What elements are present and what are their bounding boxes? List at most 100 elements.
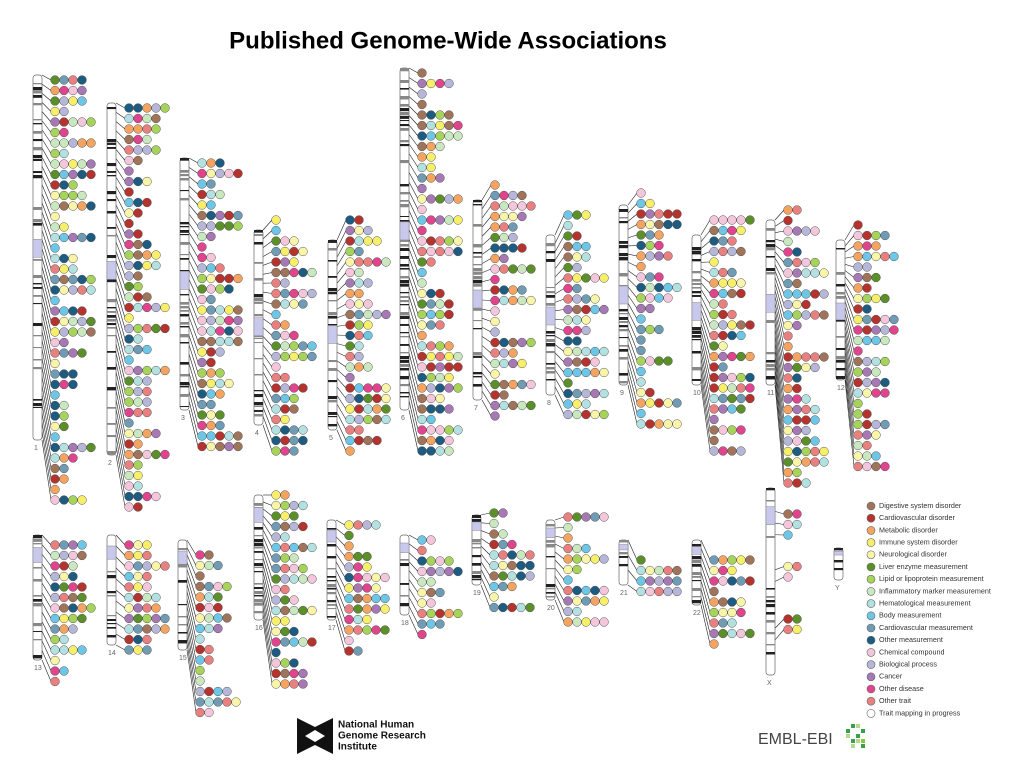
association-dot [60, 412, 69, 421]
ebi-logo-text: EMBL-EBI [758, 731, 833, 748]
association-dot [272, 352, 281, 361]
connector-line [336, 520, 345, 525]
legend-label: Lipid or lipoprotein measurement [879, 574, 984, 583]
association-dot [272, 226, 281, 235]
association-dot [372, 626, 381, 635]
association-dot [784, 321, 793, 330]
association-dot [69, 170, 78, 179]
association-dot [51, 212, 60, 221]
association-dot [655, 357, 664, 366]
association-dot [573, 555, 582, 564]
chromosome-band [400, 124, 409, 126]
chromosome-band [766, 652, 775, 654]
connector-line [42, 564, 51, 577]
association-dot [582, 305, 591, 314]
association-dot [78, 646, 87, 655]
connector-line [116, 316, 125, 349]
association-dot [225, 306, 234, 315]
connector-line [701, 589, 710, 623]
association-dot [573, 607, 582, 616]
association-dot [214, 593, 223, 602]
chromosome-band [180, 174, 189, 176]
chromosome-band [619, 552, 628, 554]
association-dot [373, 436, 382, 445]
chromosome-band [254, 406, 263, 407]
association-dot [427, 599, 436, 608]
association-dot [509, 265, 518, 274]
association-dot [125, 471, 134, 480]
connector-line [337, 325, 346, 326]
chromosome-band [400, 316, 409, 319]
association-dot [854, 399, 863, 408]
association-dot [373, 415, 382, 424]
association-dot [69, 593, 78, 602]
chromosome-band [546, 588, 555, 589]
chromosome-band [327, 604, 336, 606]
connector-line [482, 300, 491, 301]
association-dot [719, 237, 728, 246]
association-dot [161, 625, 170, 634]
chromosome-label: 19 [473, 590, 481, 597]
chromosome-band [107, 319, 116, 322]
association-dot [802, 227, 811, 236]
chromosome-band [692, 291, 701, 293]
connector-line [116, 535, 125, 545]
association-dot [51, 149, 60, 158]
chromosome-band [180, 326, 189, 327]
association-dot [60, 317, 69, 326]
association-dot [719, 556, 728, 565]
association-dot [445, 384, 454, 393]
legend-label: Biological process [879, 660, 937, 669]
connector-line [337, 335, 346, 336]
association-dot [290, 394, 299, 403]
association-dot [728, 331, 737, 340]
chromosome-band [473, 384, 482, 387]
chromosome-band [400, 296, 409, 298]
association-dot [69, 370, 78, 379]
ebi-logo-square [846, 734, 850, 738]
connector-line [42, 631, 51, 650]
connector-line [775, 258, 784, 273]
association-dot [216, 274, 225, 283]
association-dot [591, 274, 600, 283]
association-dot [582, 597, 591, 606]
association-dot [125, 635, 134, 644]
association-dot [436, 195, 445, 204]
association-dot [784, 479, 793, 488]
association-dot [564, 513, 573, 522]
chromosome-band [178, 580, 187, 583]
association-dot [728, 556, 737, 565]
chromosome-band [180, 226, 189, 227]
connector-line [409, 239, 418, 262]
association-dot [60, 551, 69, 560]
chromosome-band [400, 88, 409, 90]
ebi-logo-square [851, 744, 855, 748]
association-dot [299, 300, 308, 309]
association-dot [509, 401, 518, 410]
association-dot [125, 440, 134, 449]
chromosome-band [180, 382, 189, 385]
association-dot [854, 410, 863, 419]
association-dot [143, 387, 152, 396]
association-dot [573, 618, 582, 627]
association-dot [355, 321, 364, 330]
association-dot [69, 286, 78, 295]
chromosome-label: 9 [620, 390, 624, 397]
association-dot [728, 384, 737, 393]
association-dot [272, 522, 281, 531]
chromosome-band [328, 368, 337, 371]
chromosome-band [692, 600, 701, 603]
chromosome-band [107, 139, 116, 142]
association-dot [60, 646, 69, 655]
association-dot [216, 169, 225, 178]
association-dot [728, 352, 737, 361]
chromosome-band [400, 268, 409, 270]
chromosome-band [180, 362, 189, 365]
association-dot [51, 412, 60, 421]
association-dot [436, 436, 445, 445]
association-dot [51, 160, 60, 169]
association-dot [637, 325, 646, 334]
association-dot [673, 577, 682, 586]
association-dot [198, 295, 207, 304]
